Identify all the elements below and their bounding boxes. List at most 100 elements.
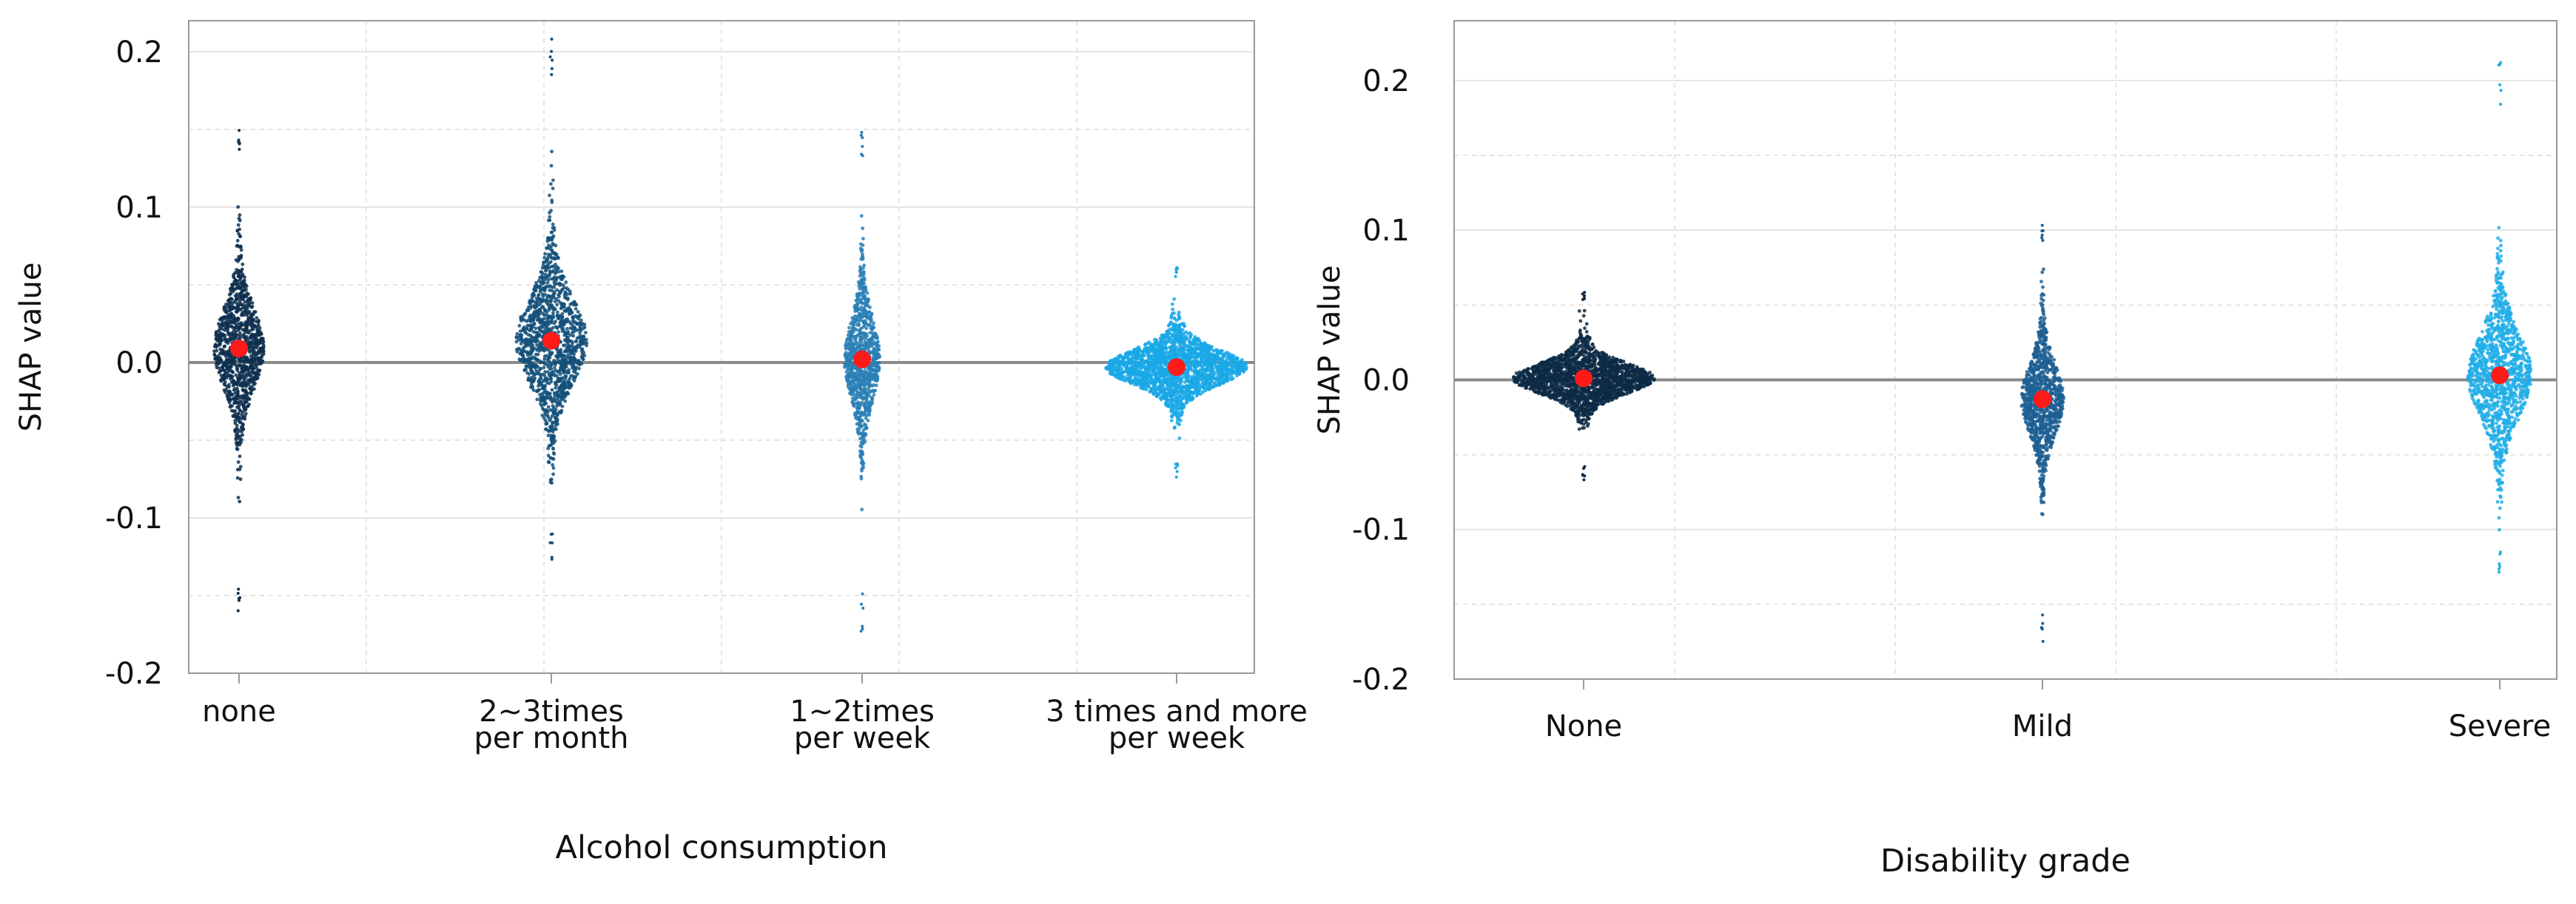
swarm-point <box>850 388 854 392</box>
swarm-point <box>562 354 566 357</box>
swarm-point <box>559 269 564 274</box>
swarm-point <box>1194 388 1197 392</box>
swarm-point <box>534 336 538 340</box>
swarm-point <box>254 356 258 360</box>
swarm-point <box>1114 357 1118 360</box>
swarm-point <box>522 318 526 323</box>
swarm-point <box>231 337 235 341</box>
x-tick-label: 1~2times per week <box>790 695 935 755</box>
swarm-point <box>547 218 551 223</box>
swarm-point <box>537 369 541 373</box>
swarm-point <box>539 367 542 371</box>
swarm-point <box>864 393 869 397</box>
swarm-point <box>239 274 243 278</box>
swarm-point <box>534 366 537 370</box>
swarm-point <box>225 315 229 319</box>
x-tick-label-line: per week <box>794 721 931 755</box>
swarm-point <box>232 316 237 320</box>
swarm-point <box>235 243 240 248</box>
swarm-point <box>562 371 566 375</box>
swarm-point <box>227 333 231 337</box>
swarm-point <box>548 391 552 396</box>
swarm-point <box>537 348 542 353</box>
swarm-point <box>539 300 542 304</box>
swarm-point <box>234 400 238 404</box>
swarm-point <box>227 320 231 324</box>
swarm-point <box>237 140 241 144</box>
swarm-point <box>548 300 553 304</box>
swarm-point <box>579 323 584 327</box>
swarm-point <box>844 358 849 362</box>
swarm-point <box>579 338 583 343</box>
swarm-point <box>1183 380 1187 384</box>
swarm-point <box>226 398 231 402</box>
swarm-point <box>544 299 548 303</box>
swarm-point <box>241 303 245 307</box>
swarm-point <box>238 499 242 504</box>
swarm-point <box>237 404 241 408</box>
swarm-point <box>551 541 554 544</box>
swarm-point <box>574 314 578 318</box>
swarm-point <box>858 394 863 398</box>
swarm-point <box>859 248 864 252</box>
swarm-point <box>548 270 553 274</box>
swarm-point <box>861 144 864 148</box>
swarm-point <box>259 337 263 341</box>
swarm-point <box>855 344 860 348</box>
swarm-point <box>223 337 227 340</box>
swarm-point <box>237 587 241 591</box>
swarm-point <box>238 420 242 424</box>
swarm-point <box>217 371 221 374</box>
swarm-point <box>246 404 250 408</box>
swarm-point <box>569 383 574 388</box>
swarm-point <box>241 313 244 317</box>
swarm-point <box>542 416 546 420</box>
swarm-point <box>855 391 860 395</box>
swarm-point <box>543 277 548 282</box>
swarm-point <box>1126 362 1131 366</box>
swarm-point <box>243 309 248 314</box>
swarm-point <box>229 297 233 301</box>
swarm-point <box>241 334 246 338</box>
swarm-point <box>538 380 542 385</box>
swarm-point <box>232 382 236 386</box>
swarm-point <box>858 300 863 304</box>
swarm-point <box>1174 318 1179 323</box>
y-tick-label: 0.2 <box>115 36 163 70</box>
swarm-point <box>855 333 860 337</box>
swarm-point <box>550 37 554 41</box>
swarm-point <box>551 463 555 467</box>
swarm-point <box>562 286 566 290</box>
swarm-point <box>843 362 847 366</box>
swarm-point <box>223 344 227 348</box>
swarm-point <box>247 304 251 308</box>
swarm-point <box>243 416 247 421</box>
swarm-point <box>867 374 871 379</box>
swarm-point <box>226 351 231 355</box>
swarm-point <box>258 346 263 351</box>
swarm-point <box>870 336 874 340</box>
mean-marker <box>230 340 248 358</box>
swarm-point <box>1180 413 1184 417</box>
swarm-point <box>249 340 254 344</box>
swarm-point <box>244 320 249 325</box>
swarm-point <box>253 337 258 341</box>
swarm-point <box>1174 412 1177 416</box>
swarm-series-3 <box>843 130 882 633</box>
swarm-point <box>528 300 533 305</box>
swarm-point <box>232 380 236 383</box>
swarm-point <box>253 372 258 377</box>
swarm-point <box>844 346 848 351</box>
swarm-point <box>548 252 553 257</box>
swarm-point <box>1170 302 1174 306</box>
swarm-point <box>1130 361 1134 365</box>
swarm-point <box>862 422 867 426</box>
swarm-point <box>1118 353 1123 357</box>
swarm-point <box>242 363 246 367</box>
swarm-point <box>550 420 554 425</box>
swarm-point <box>220 327 224 331</box>
swarm-point <box>1177 422 1181 427</box>
swarm-point <box>1177 313 1180 317</box>
swarm-point <box>525 308 530 312</box>
swarm-point <box>529 382 534 386</box>
